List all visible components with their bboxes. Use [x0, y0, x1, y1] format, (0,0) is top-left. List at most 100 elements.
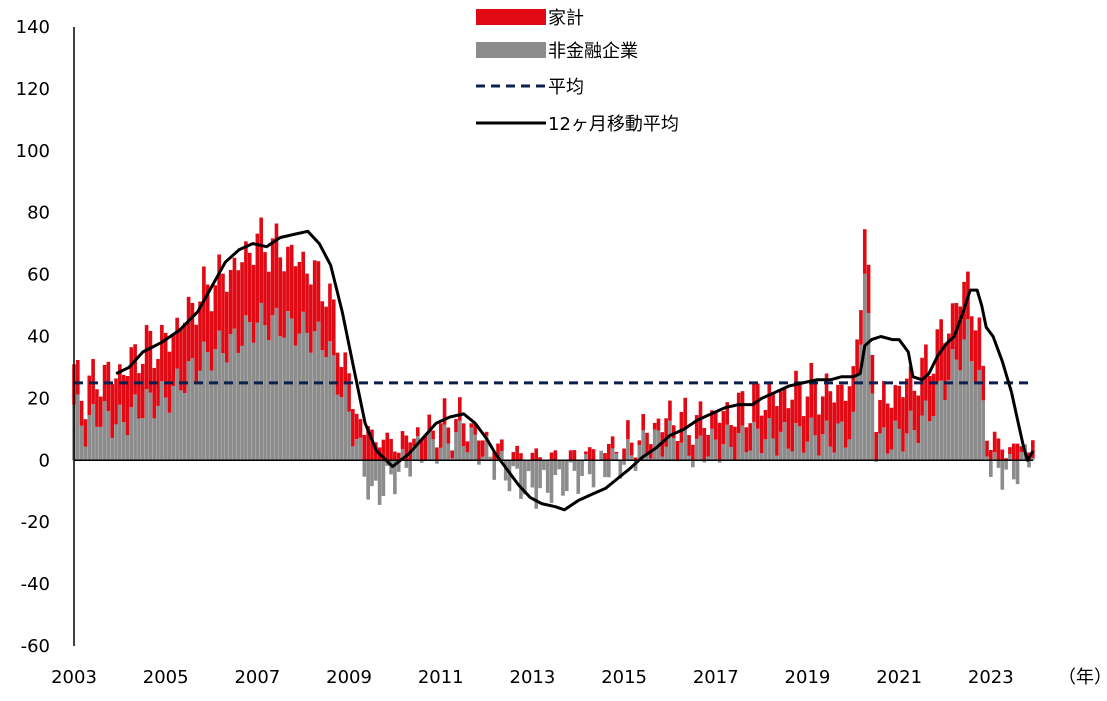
bar-nonfinancial [1027, 460, 1031, 468]
bar-household [985, 440, 989, 457]
bar-nonfinancial [786, 448, 791, 461]
bar-household [904, 378, 909, 434]
x-tick-label: 2023 [968, 667, 1014, 688]
bar-nonfinancial [301, 311, 306, 461]
bar-nonfinancial [561, 460, 565, 496]
bar-nonfinancial [446, 443, 451, 461]
bar-household [160, 324, 164, 382]
bar-household [897, 385, 901, 429]
bar-nonfinancial [198, 370, 202, 461]
bar-nonfinancial [996, 460, 1001, 468]
bar-household [144, 325, 149, 390]
bar-household [920, 357, 924, 416]
bar-nonfinancial [694, 438, 699, 461]
x-tick-labels: 2003 2005 2007 2009 2011 2013 2015 2017 2019 2021… [51, 667, 1014, 688]
bar-nonfinancial [110, 437, 115, 461]
bar-nonfinancial [755, 428, 760, 461]
bar-household [629, 442, 634, 456]
bar-nonfinancial [98, 426, 103, 461]
bar-household [163, 332, 168, 398]
bar-nonfinancial [729, 447, 733, 461]
bar-household [775, 406, 779, 456]
bar-nonfinancial [83, 446, 88, 461]
bar-household [385, 432, 390, 461]
bar-nonfinancial [599, 450, 603, 461]
bar-household [240, 262, 244, 346]
bar-nonfinancial [461, 446, 466, 461]
bar-household [267, 271, 271, 341]
bar-nonfinancial [244, 315, 248, 461]
bar-household [95, 389, 99, 427]
bar-household [725, 402, 730, 425]
bar-household [1015, 443, 1020, 461]
x-tick-label: 2009 [326, 667, 372, 688]
bar-household [423, 434, 428, 461]
bar-nonfinancial [438, 447, 443, 461]
bar-nonfinancial [389, 460, 393, 475]
bar-household [679, 411, 684, 443]
bar-household [687, 435, 691, 456]
bar-nonfinancial [480, 456, 485, 461]
bar-nonfinancial [125, 435, 130, 461]
bar-nonfinancial [660, 456, 665, 461]
bar-nonfinancial [782, 422, 787, 461]
bar-household [114, 378, 118, 425]
bar-household [171, 335, 176, 387]
x-tick-label: 2021 [876, 667, 922, 688]
bar-household [228, 269, 233, 334]
bar-nonfinancial [775, 455, 779, 461]
bar-nonfinancial [137, 418, 141, 461]
bar-household [335, 352, 340, 395]
bar-nonfinancial [897, 428, 901, 461]
bar-household [251, 264, 256, 343]
bar-household [515, 445, 519, 461]
bar-nonfinancial [778, 431, 783, 461]
bar-household [786, 408, 791, 449]
bar-household [656, 418, 661, 431]
bar-nonfinancial [901, 451, 905, 461]
bar-nonfinancial [435, 460, 439, 464]
bar-nonfinancial [706, 456, 710, 461]
bar-nonfinancial [893, 420, 898, 461]
bar-nonfinancial [473, 434, 477, 461]
bar-nonfinancial [507, 460, 512, 492]
bar-nonfinancial [710, 428, 714, 461]
bar-household [622, 448, 626, 461]
bar-nonfinancial [351, 446, 355, 461]
bar-nonfinancial [771, 438, 775, 461]
bar-nonfinancial [118, 404, 122, 461]
bar-household [492, 451, 497, 461]
y-tick-label: -20 [21, 512, 50, 533]
bar-household [847, 386, 852, 440]
bar-nonfinancial [851, 411, 856, 461]
bar-household [370, 429, 374, 461]
legend-swatch [476, 9, 546, 25]
bar-nonfinancial [950, 349, 955, 461]
bar-nonfinancial [752, 421, 756, 461]
bar-nonfinancial [969, 361, 974, 461]
bar-nonfinancial [798, 426, 802, 461]
bar-household [866, 264, 871, 314]
bar-household [809, 362, 814, 418]
bar-nonfinancial [503, 460, 508, 481]
bar-nonfinancial [840, 421, 844, 461]
bar-nonfinancial [927, 421, 932, 461]
bar-household [748, 423, 752, 451]
bar-household [901, 397, 905, 452]
bar-household [862, 229, 867, 274]
bar-household [221, 273, 225, 354]
y-tick-label: 40 [27, 327, 50, 348]
bar-household [977, 317, 982, 370]
bar-household [351, 409, 355, 447]
bar-nonfinancial [916, 443, 921, 461]
bar-household [312, 260, 317, 332]
bar-nonfinancial [973, 382, 978, 461]
bar-household [347, 373, 351, 412]
bar-nonfinancial [522, 460, 527, 495]
bar-nonfinancial [500, 451, 504, 461]
bar-nonfinancial [106, 411, 111, 461]
bar-household [664, 418, 668, 447]
bar-household [366, 426, 370, 461]
bar-nonfinancial [381, 460, 386, 496]
